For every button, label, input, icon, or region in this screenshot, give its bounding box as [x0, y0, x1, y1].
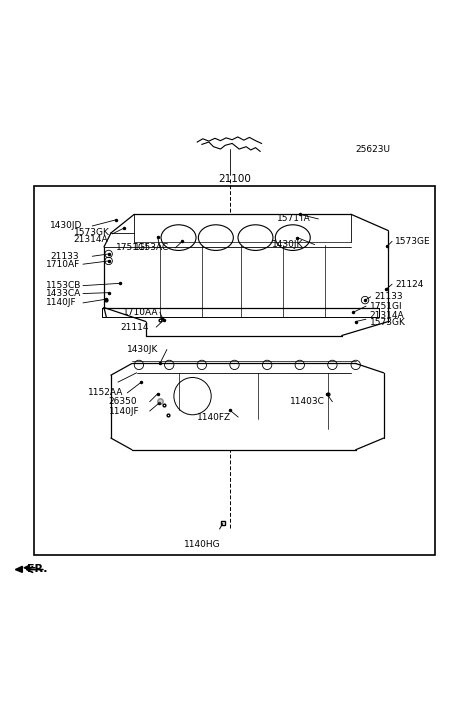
Text: 1153AC: 1153AC — [134, 244, 169, 252]
Text: 1140FZ: 1140FZ — [197, 413, 231, 422]
Text: 1433CA: 1433CA — [45, 289, 81, 298]
Text: 1153CB: 1153CB — [45, 281, 81, 290]
Text: 1573GK: 1573GK — [74, 228, 110, 238]
Text: 21314A: 21314A — [74, 236, 108, 244]
Text: 1751GI: 1751GI — [116, 244, 148, 252]
Text: 1430JK: 1430JK — [127, 345, 159, 354]
Text: FR.: FR. — [27, 563, 47, 574]
Text: 1571TA: 1571TA — [276, 214, 310, 223]
Text: 1430JD: 1430JD — [50, 222, 83, 230]
Text: 21314A: 21314A — [370, 311, 404, 321]
Text: 25623U: 25623U — [356, 145, 391, 153]
Polygon shape — [15, 566, 23, 572]
Text: 1140HG: 1140HG — [183, 540, 220, 549]
Text: 1751GI: 1751GI — [370, 302, 402, 310]
Text: 21133: 21133 — [50, 252, 79, 261]
Text: 21100: 21100 — [218, 174, 251, 185]
Text: 1710AF: 1710AF — [45, 260, 80, 269]
Text: 26350: 26350 — [109, 397, 137, 406]
Text: 21124: 21124 — [395, 280, 424, 289]
Text: 21114: 21114 — [120, 323, 149, 332]
Text: 1573GK: 1573GK — [370, 318, 406, 327]
Text: 11403C: 11403C — [290, 397, 325, 406]
Text: 1140JF: 1140JF — [109, 406, 139, 416]
Text: 1152AA: 1152AA — [88, 388, 123, 398]
Bar — [34, 186, 435, 555]
Text: 1573GE: 1573GE — [395, 237, 431, 246]
Text: 1140JF: 1140JF — [45, 298, 76, 308]
Text: 1710AA: 1710AA — [122, 308, 158, 317]
Text: 21133: 21133 — [374, 292, 403, 301]
Text: 1430JK: 1430JK — [272, 240, 303, 249]
